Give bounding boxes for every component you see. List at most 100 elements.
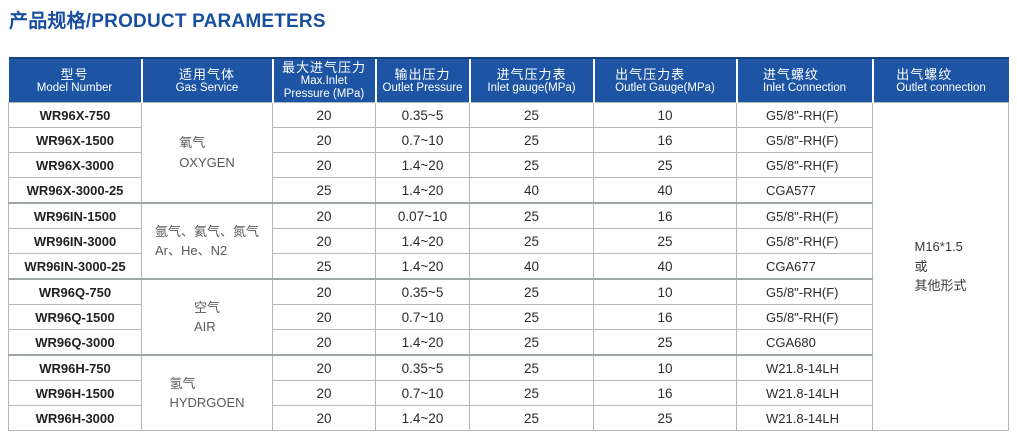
col-header-inlet-gauge: 进气压力表 Inlet gauge(MPa) — [468, 57, 594, 103]
inlet-connection-cell: W21.8-14LH — [736, 405, 873, 431]
col-header-outlet-connection: 出气螺纹 Outlet connection — [871, 57, 1009, 103]
header-zh: 型号 — [60, 66, 89, 82]
outlet-pressure-cell: 1.4~20 — [375, 228, 470, 254]
table-body: WR96X-750 氧气 OXYGEN 20 0.35~5 25 10 G5/8"… — [8, 102, 1009, 431]
inlet-gauge-cell: 25 — [469, 380, 594, 406]
header-en: Outlet Gauge(MPa) — [615, 81, 715, 94]
inlet-gauge-cell: 25 — [469, 278, 594, 305]
outlet-gauge-cell: 16 — [593, 202, 737, 229]
inlet-connection-cell: G5/8"-RH(F) — [736, 102, 873, 128]
table-row: WR96IN-3000-25 25 1.4~20 40 40 CGA677 — [8, 253, 1009, 280]
product-parameters-table: 型号 Model Number 适用气体 Gas Service 最大进气压力 Max… — [8, 57, 1009, 431]
inlet-gauge-cell: 25 — [469, 202, 594, 229]
inlet-connection-cell: G5/8"-RH(F) — [736, 278, 873, 305]
model-cell: WR96IN-1500 — [8, 202, 142, 229]
max-inlet-cell: 20 — [272, 304, 376, 330]
inlet-gauge-cell: 25 — [469, 102, 594, 128]
max-inlet-cell: 20 — [272, 354, 376, 381]
outlet-pressure-cell: 0.35~5 — [375, 278, 470, 305]
outlet-pressure-cell: 1.4~20 — [375, 253, 470, 280]
model-cell: WR96Q-1500 — [8, 304, 142, 330]
table-row: WR96Q-750 空气 AIR 20 0.35~5 25 10 G5/8"-RH… — [8, 278, 1009, 356]
outlet-gauge-cell: 10 — [593, 354, 737, 381]
model-cell: WR96X-3000 — [8, 152, 142, 178]
model-cell: WR96IN-3000-25 — [8, 253, 142, 280]
header-zh: 进气螺纹 — [762, 66, 819, 82]
header-en: Model Number — [36, 81, 113, 94]
col-header-inlet-connection: 进气螺纹 Inlet Connection — [735, 57, 873, 103]
outlet-pressure-cell: 0.35~5 — [375, 354, 470, 381]
model-cell: WR96X-750 — [8, 102, 142, 128]
max-inlet-cell: 20 — [272, 380, 376, 406]
outlet-pressure-cell: 1.4~20 — [375, 405, 470, 431]
inlet-gauge-cell: 25 — [469, 127, 594, 153]
outlet-gauge-cell: 16 — [593, 380, 737, 406]
gas-en: AIR — [193, 319, 216, 334]
table-row: WR96X-750 氧气 OXYGEN 20 0.35~5 25 10 G5/8"… — [8, 102, 1009, 431]
header-en: Inlet gauge(MPa) — [487, 81, 576, 94]
inlet-connection-cell: CGA680 — [736, 329, 873, 356]
gas-service-cell: 空气 AIR — [141, 278, 273, 356]
col-header-model: 型号 Model Number — [8, 57, 142, 103]
outlet-pressure-cell: 0.35~5 — [375, 102, 470, 128]
model-cell: WR96Q-3000 — [8, 329, 142, 356]
header-en: Outlet connection — [896, 81, 986, 94]
header-en: Outlet Pressure — [382, 81, 463, 94]
outlet-gauge-cell: 16 — [593, 127, 737, 153]
inlet-connection-cell: W21.8-14LH — [736, 354, 873, 381]
outlet-pressure-cell: 1.4~20 — [375, 152, 470, 178]
model-cell: WR96X-3000-25 — [8, 177, 142, 204]
page: 产品规格/PRODUCT PARAMETERS 型号 Model Number 适… — [8, 11, 1009, 431]
table-row: WR96H-1500 20 0.7~10 25 16 W21.8-14LH — [8, 380, 1009, 406]
table-row: WR96Q-1500 20 0.7~10 25 16 G5/8"-RH(F) — [8, 304, 1009, 330]
outlet-pressure-cell: 0.07~10 — [375, 202, 470, 229]
inlet-gauge-cell: 40 — [469, 177, 594, 204]
gas-zh: 氩气、氦气、氮气 — [154, 223, 259, 239]
outlet-pressure-cell: 1.4~20 — [375, 177, 470, 204]
outlet-gauge-cell: 16 — [593, 304, 737, 330]
outlet-gauge-cell: 25 — [593, 152, 737, 178]
table-row: WR96IN-1500 氩气、氦气、氮气 Ar、He、N2 20 0.07~10 … — [8, 202, 1009, 280]
max-inlet-cell: 20 — [272, 102, 376, 128]
max-inlet-cell: 20 — [272, 127, 376, 153]
col-header-max-inlet-pressure: 最大进气压力 Max.Inlet Pressure (MPa) — [271, 57, 376, 103]
inlet-connection-cell: G5/8"-RH(F) — [736, 127, 873, 153]
inlet-connection-cell: G5/8"-RH(F) — [736, 152, 873, 178]
gas-service-cell: 氩气、氦气、氮气 Ar、He、N2 — [141, 202, 273, 280]
table-row: WR96X-3000 20 1.4~20 25 25 G5/8"-RH(F) — [8, 152, 1009, 178]
outlet-pressure-cell: 0.7~10 — [375, 380, 470, 406]
table-row: WR96X-1500 20 0.7~10 25 16 G5/8"-RH(F) — [8, 127, 1009, 153]
max-inlet-cell: 20 — [272, 329, 376, 356]
inlet-gauge-cell: 25 — [469, 405, 594, 431]
max-inlet-cell: 20 — [272, 152, 376, 178]
inlet-connection-cell: CGA577 — [736, 177, 873, 204]
outlet-gauge-cell: 40 — [593, 177, 737, 204]
header-zh: 出气压力表 — [615, 66, 686, 82]
outlet-gauge-cell: 40 — [593, 253, 737, 280]
outlet-gauge-cell: 25 — [593, 329, 737, 356]
header-zh: 进气压力表 — [496, 66, 567, 82]
model-cell: WR96Q-750 — [8, 278, 142, 305]
header-zh: 适用气体 — [178, 66, 235, 82]
model-cell: WR96H-1500 — [8, 380, 142, 406]
table-header: 型号 Model Number 适用气体 Gas Service 最大进气压力 Max… — [8, 57, 1009, 103]
max-inlet-cell: 25 — [272, 177, 376, 204]
header-zh: 出气螺纹 — [896, 66, 953, 82]
inlet-gauge-cell: 25 — [469, 329, 594, 356]
gas-zh: 氢气 — [169, 375, 196, 391]
header-zh: 最大进气压力 — [281, 60, 366, 75]
gas-service-cell: 氧气 OXYGEN — [141, 102, 273, 204]
inlet-connection-cell: G5/8"-RH(F) — [736, 228, 873, 254]
outlet-pressure-cell: 0.7~10 — [375, 304, 470, 330]
gas-service-cell: 氢气 HYDRGOEN — [141, 354, 273, 431]
gas-en: OXYGEN — [179, 154, 235, 170]
inlet-connection-cell: G5/8"-RH(F) — [736, 304, 873, 330]
outlet-pressure-cell: 0.7~10 — [375, 127, 470, 153]
gas-zh: 氧气 — [179, 135, 206, 150]
outlet-gauge-cell: 25 — [593, 228, 737, 254]
outlet-connection-text: M16*1.5 或 其他形式 — [914, 239, 967, 294]
col-header-outlet-gauge: 出气压力表 Outlet Gauge(MPa) — [592, 57, 737, 103]
outlet-gauge-cell: 10 — [593, 102, 737, 128]
inlet-gauge-cell: 25 — [469, 228, 594, 254]
header-zh: 输出压力 — [394, 66, 451, 82]
